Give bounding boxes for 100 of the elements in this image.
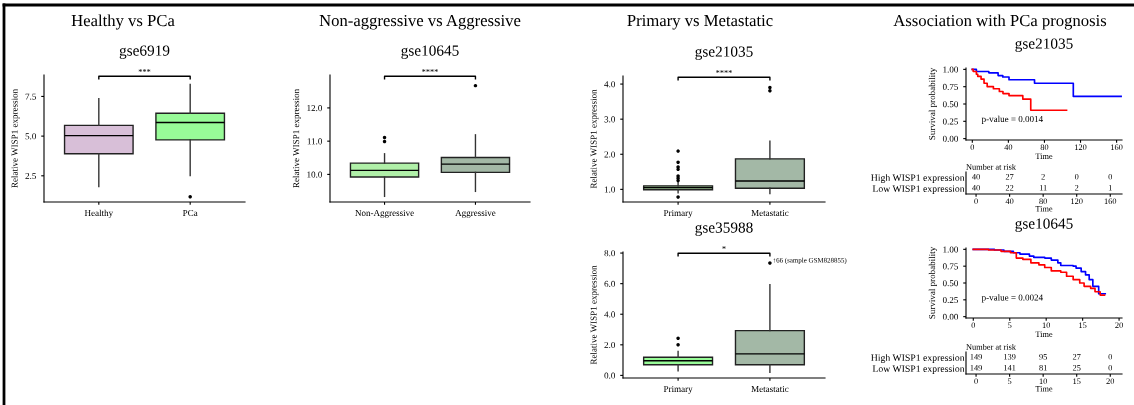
x-tick-label: 0 [971, 322, 976, 329]
y-axis-title: Relative WISP1 expression [590, 89, 599, 189]
data-label: 95 [1039, 353, 1047, 360]
x-tick-label: 120 [1071, 198, 1083, 205]
data-label: 0 [1108, 353, 1113, 360]
x-tick-label: 15 [1079, 322, 1087, 329]
text: *** [138, 69, 151, 73]
x-tick-label: Primary [663, 209, 693, 218]
x-tick-label: 0 [974, 378, 978, 385]
x-tick-label: 20 [1115, 322, 1123, 329]
y-tick-label: 4.0 [604, 311, 616, 318]
data-label: 25 [1072, 364, 1081, 371]
y-tick-label: High WISP1 expression [871, 354, 965, 363]
data-label: 149 [970, 364, 982, 371]
y-tick-label: 0.75 [942, 263, 959, 270]
text: **** [716, 70, 732, 74]
y-tick-label: 2.0 [604, 151, 616, 158]
y-tick-label: 0.25 [942, 296, 959, 304]
x-axis-title: Time [1035, 331, 1053, 337]
y-tick-label: High WISP1 expression [871, 174, 965, 183]
x-tick-label: 160 [1111, 144, 1123, 151]
y-tick-label: 4.0 [604, 81, 616, 88]
data-label: 2 [1041, 173, 1045, 180]
data-label: 2 [1074, 184, 1079, 191]
x-axis-title: Time [1035, 385, 1053, 392]
chart-title: Non-aggressive vs Aggressive [319, 14, 521, 30]
y-tick-label: 2.0 [604, 341, 616, 349]
chart-subtitle: gse10645 [1015, 218, 1073, 232]
x-tick-label: 120 [1075, 144, 1087, 151]
y-tick-label: 10.0 [307, 171, 323, 178]
data-label: 40 [972, 173, 980, 180]
data-label: 1 [1108, 185, 1112, 191]
chart-subtitle: gse21035 [1015, 38, 1073, 52]
x-tick-label: Metastatic [751, 385, 789, 392]
x-tick-label: 80 [1039, 198, 1048, 205]
text: * [722, 246, 726, 250]
y-tick-label: 0.00 [942, 313, 959, 320]
x-tick-label: Metastatic [751, 209, 789, 216]
data-label: 81 [1039, 364, 1047, 371]
x-tick-label: 15 [1073, 378, 1081, 385]
x-tick-label: 5 [1008, 378, 1012, 385]
x-tick-label: 40 [1004, 144, 1013, 151]
y-tick-label: 0.50 [942, 101, 959, 108]
data-label: 11 [1039, 185, 1047, 191]
x-tick-label: 160 [1104, 198, 1117, 205]
data-label: 141 [1004, 365, 1016, 371]
annotation: p-value = 0.0024 [981, 294, 1043, 303]
chart-title: Healthy vs PCa [71, 14, 175, 30]
x-axis-title: Time [1035, 153, 1053, 159]
x-tick-label: 10 [1042, 322, 1051, 329]
y-tick-label: 1.00 [943, 66, 959, 73]
text: **** [422, 69, 438, 73]
chart-subtitle: gse35988 [695, 222, 753, 236]
data-label: 40 [972, 184, 980, 191]
y-tick-label: 3.0 [604, 116, 616, 123]
chart-subtitle: gse10645 [401, 45, 459, 59]
annotation: p-value = 0.0014 [981, 115, 1043, 124]
x-tick-label: PCa [182, 209, 198, 216]
y-axis-title: Survival probability [928, 246, 938, 319]
y-tick-label: 5.0 [25, 133, 37, 140]
y-axis-title: Relative WISP1 expression [11, 89, 20, 188]
x-tick-label: Aggressive [455, 209, 496, 218]
y-tick-label: 0.00 [942, 135, 959, 142]
data-label: 0 [1074, 173, 1079, 180]
y-tick-label: 11.0 [307, 138, 323, 145]
y-tick-label: 8.0 [604, 250, 616, 257]
chart-subtitle: gse21035 [695, 46, 753, 60]
x-tick-label: 80 [1040, 144, 1049, 151]
y-tick-label: 1.00 [943, 246, 959, 253]
data-label: 149 [970, 353, 982, 360]
chart-title: Number at risk [966, 163, 1016, 170]
data-label: 22 [1005, 184, 1014, 191]
x-tick-label: 10 [1039, 378, 1048, 385]
x-tick-label: 0 [970, 144, 975, 151]
y-axis-title: Survival probability [928, 67, 938, 140]
x-tick-label: Healthy [84, 209, 114, 218]
y-tick-label: 6.0 [604, 280, 616, 287]
chart-title: Primary vs Metastatic [627, 14, 773, 30]
y-tick-label: 1.0 [604, 186, 616, 193]
x-tick-label: 5 [1008, 322, 1012, 329]
y-axis-title: Relative WISP1 expression [292, 89, 302, 188]
y-tick-label: 0.25 [942, 118, 959, 125]
y-tick-label: Low WISP1 expression [872, 365, 965, 374]
data-label: 0 [1108, 173, 1113, 180]
chart-title: Number at risk [966, 343, 1016, 350]
y-tick-label: 7.5 [25, 93, 37, 100]
chart-subtitle: gse6919 [119, 45, 170, 59]
y-tick-label: 0.75 [942, 83, 959, 90]
y-axis-title: Relative WISP1 expression [590, 265, 599, 365]
x-tick-label: 40 [1005, 198, 1014, 205]
data-label: 139 [1004, 353, 1016, 360]
data-label: 27 [1072, 353, 1081, 360]
y-tick-label: 12.0 [307, 105, 323, 112]
chart-title: Association with PCa prognosis [893, 14, 1107, 30]
x-tick-label: Non-Aggressive [355, 209, 414, 218]
data-label: 27 [1005, 173, 1014, 180]
y-tick-label: 0.0 [604, 372, 616, 379]
x-tick-label: 0 [974, 198, 978, 205]
y-tick-label: 0.50 [942, 280, 959, 287]
data-label: 0 [1108, 364, 1113, 371]
